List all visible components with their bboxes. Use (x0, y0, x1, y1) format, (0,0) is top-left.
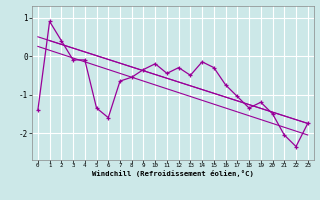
X-axis label: Windchill (Refroidissement éolien,°C): Windchill (Refroidissement éolien,°C) (92, 170, 254, 177)
